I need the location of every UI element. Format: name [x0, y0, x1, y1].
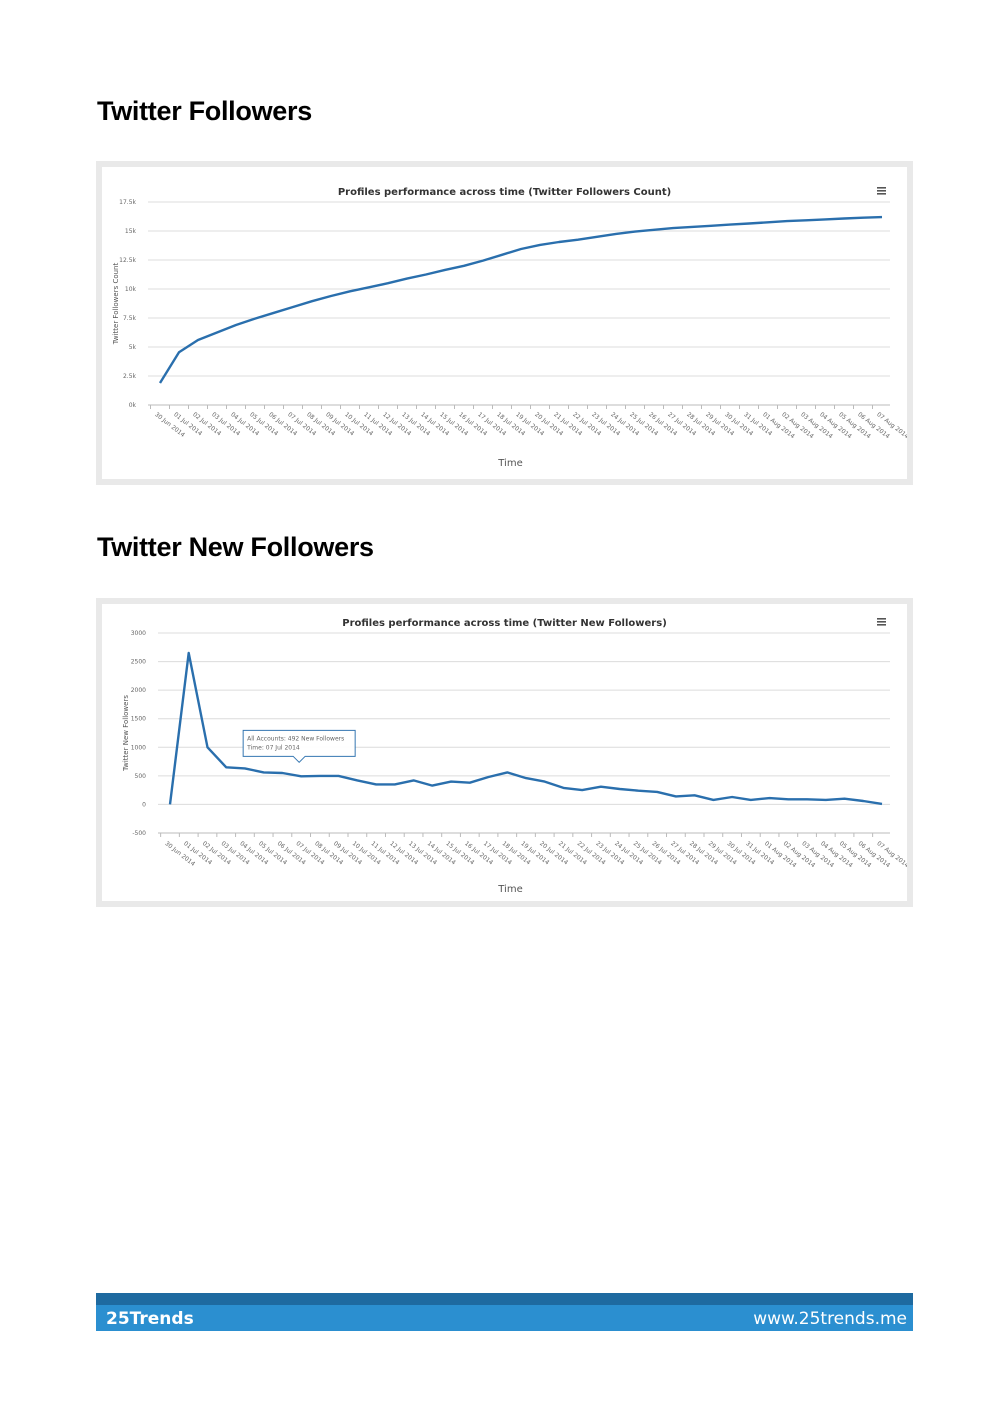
menu-icon-bar	[877, 618, 886, 620]
tooltip-box	[242, 729, 356, 764]
chart-panel-followers: Profiles performance across time (Twitte…	[96, 161, 913, 485]
section-heading-followers: Twitter Followers	[97, 96, 312, 126]
y-tick-label: 7.5k	[123, 315, 137, 322]
y-tick-label: 2.5k	[123, 373, 137, 380]
chart-menu-icon[interactable]	[877, 187, 886, 195]
footer-band	[96, 1293, 913, 1305]
series-line	[158, 215, 883, 384]
y-tick-label: 1000	[131, 744, 146, 751]
y-tick-label: 17.5k	[119, 199, 136, 206]
menu-icon-bar	[877, 187, 886, 189]
menu-icon-bar	[877, 621, 886, 623]
y-tick-label: 3000	[131, 630, 146, 637]
chart-tooltip: All Accounts: 492 New Followers Time: 07 …	[242, 729, 356, 764]
tooltip-line-2: Time: 07 Jul 2014	[246, 744, 300, 751]
page-footer: 25Trends www.25trends.me	[96, 1293, 913, 1331]
y-axis-title: Twitter New Followers	[122, 695, 130, 772]
y-tick-label: 0k	[129, 402, 137, 409]
y-tick-label: 12.5k	[119, 257, 136, 264]
y-axis-title: Twitter Followers Count	[112, 263, 120, 346]
footer-brand: 25Trends	[106, 1309, 194, 1329]
followers-count-chart: Profiles performance across time (Twitte…	[102, 167, 907, 479]
footer-url[interactable]: www.25trends.me	[753, 1309, 907, 1329]
y-tick-label: 500	[135, 773, 147, 780]
x-axis-title: Time	[497, 458, 522, 469]
chart-title: Profiles performance across time (Twitte…	[338, 187, 671, 198]
tooltip-line-1: All Accounts: 492 New Followers	[247, 735, 344, 742]
y-tick-label: 10k	[125, 286, 137, 293]
menu-icon-bar	[877, 624, 886, 626]
footer-bar: 25Trends www.25trends.me	[96, 1305, 913, 1331]
chart-menu-icon[interactable]	[877, 618, 886, 626]
section-heading-new-followers: Twitter New Followers	[97, 532, 374, 562]
y-tick-label: 15k	[125, 228, 137, 235]
new-followers-chart: Profiles performance across time (Twitte…	[102, 604, 907, 901]
y-tick-label: 1500	[131, 716, 146, 723]
y-tick-label: 0	[142, 801, 146, 808]
menu-icon-bar	[877, 190, 886, 192]
y-tick-label: 2000	[131, 687, 146, 694]
chart-title: Profiles performance across time (Twitte…	[342, 618, 667, 629]
menu-icon-bar	[877, 193, 886, 195]
chart-panel-new-followers: Profiles performance across time (Twitte…	[96, 598, 913, 907]
series-line	[168, 651, 883, 806]
y-tick-label: -500	[132, 830, 146, 837]
y-tick-label: 5k	[129, 344, 137, 351]
y-tick-label: 2500	[131, 659, 146, 666]
x-axis-title: Time	[497, 884, 522, 895]
